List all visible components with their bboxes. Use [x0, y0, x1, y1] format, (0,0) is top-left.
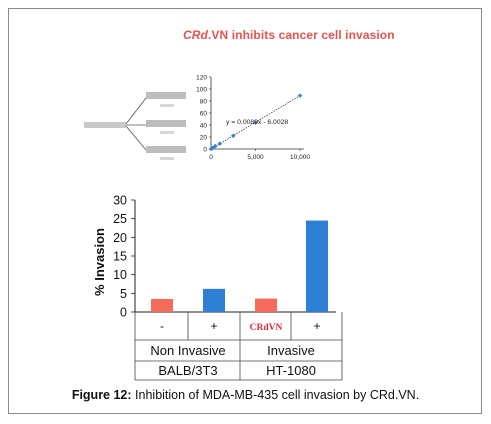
group-label: Non Invasive [150, 343, 225, 358]
inset-x-tick-label: 10,000 [290, 154, 310, 161]
schematic-arrow [125, 97, 147, 125]
y-tick-label: 0 [120, 306, 127, 320]
caption-text: Inhibition of MDA-MB-435 cell invasion b… [131, 388, 420, 402]
inset-y-tick-label: 40 [200, 123, 208, 130]
headline-italic: CRd [183, 28, 208, 42]
group-label: Invasive [267, 343, 315, 358]
inset-y-tick-label: 0 [203, 147, 207, 154]
schematic-tag [160, 131, 174, 134]
inset-y-tick-label: 120 [196, 75, 207, 82]
y-axis-label: % Invasion [92, 228, 107, 296]
inset-y-tick-label: 20 [200, 135, 208, 142]
y-tick-label: 30 [113, 194, 127, 208]
inset-data-point [217, 141, 223, 146]
inset-y-tick-label: 100 [196, 87, 207, 94]
headline-text: .VN inhibits cancer cell invasion [207, 28, 395, 42]
category-label: + [313, 319, 320, 333]
cell-line-label: BALB/3T3 [158, 363, 217, 378]
y-tick-label: 5 [120, 287, 127, 301]
inset-y-tick-label: 60 [200, 111, 208, 118]
inset-equation: y = 0.0089x - 6.0028 [226, 119, 288, 126]
schematic-tag [160, 157, 174, 160]
inset-y-tick-label: 80 [200, 99, 208, 106]
invasion-bar-chart: 30 25 20 15 10 5 0 % Invasion - + CRdVN + Non Invasi… [92, 194, 343, 381]
figure-caption: Figure 12: Inhibition of MDA-MB-435 cell… [0, 388, 491, 402]
caption-label: Figure 12: [71, 388, 132, 402]
y-tick-label: 10 [113, 268, 127, 282]
category-label: - [160, 319, 164, 333]
schematic-arrow [125, 125, 147, 151]
y-tick-label: 25 [113, 212, 127, 226]
inset-x-tick-label: 5,000 [247, 154, 264, 161]
inset-data-point [230, 133, 236, 139]
category-label: + [210, 319, 217, 333]
y-tick-label: 20 [113, 231, 127, 245]
bar [151, 298, 173, 312]
schematic-chamber [146, 120, 186, 127]
schematic-source [84, 122, 126, 128]
standard-curve-inset: 120 100 80 60 40 20 00 5,000 10,000 y = 0.0089x -… [196, 75, 310, 162]
figure-headline: CRd.VN inhibits cancer cell invasion [183, 28, 395, 42]
bar [203, 288, 225, 312]
schematic-tag [160, 104, 174, 107]
schematic-chamber [146, 92, 186, 99]
schematic-chamber [146, 146, 186, 153]
y-tick-label: 15 [113, 250, 127, 264]
figure-frame [8, 8, 482, 414]
bar [306, 220, 328, 312]
category-label-crdvn: CRdVN [250, 323, 283, 333]
inset-data-point [297, 93, 303, 98]
bar [255, 298, 277, 312]
invasion-schematic [84, 92, 186, 160]
inset-x-tick-label: 0 [209, 154, 213, 161]
cell-line-label: HT-1080 [266, 363, 316, 378]
